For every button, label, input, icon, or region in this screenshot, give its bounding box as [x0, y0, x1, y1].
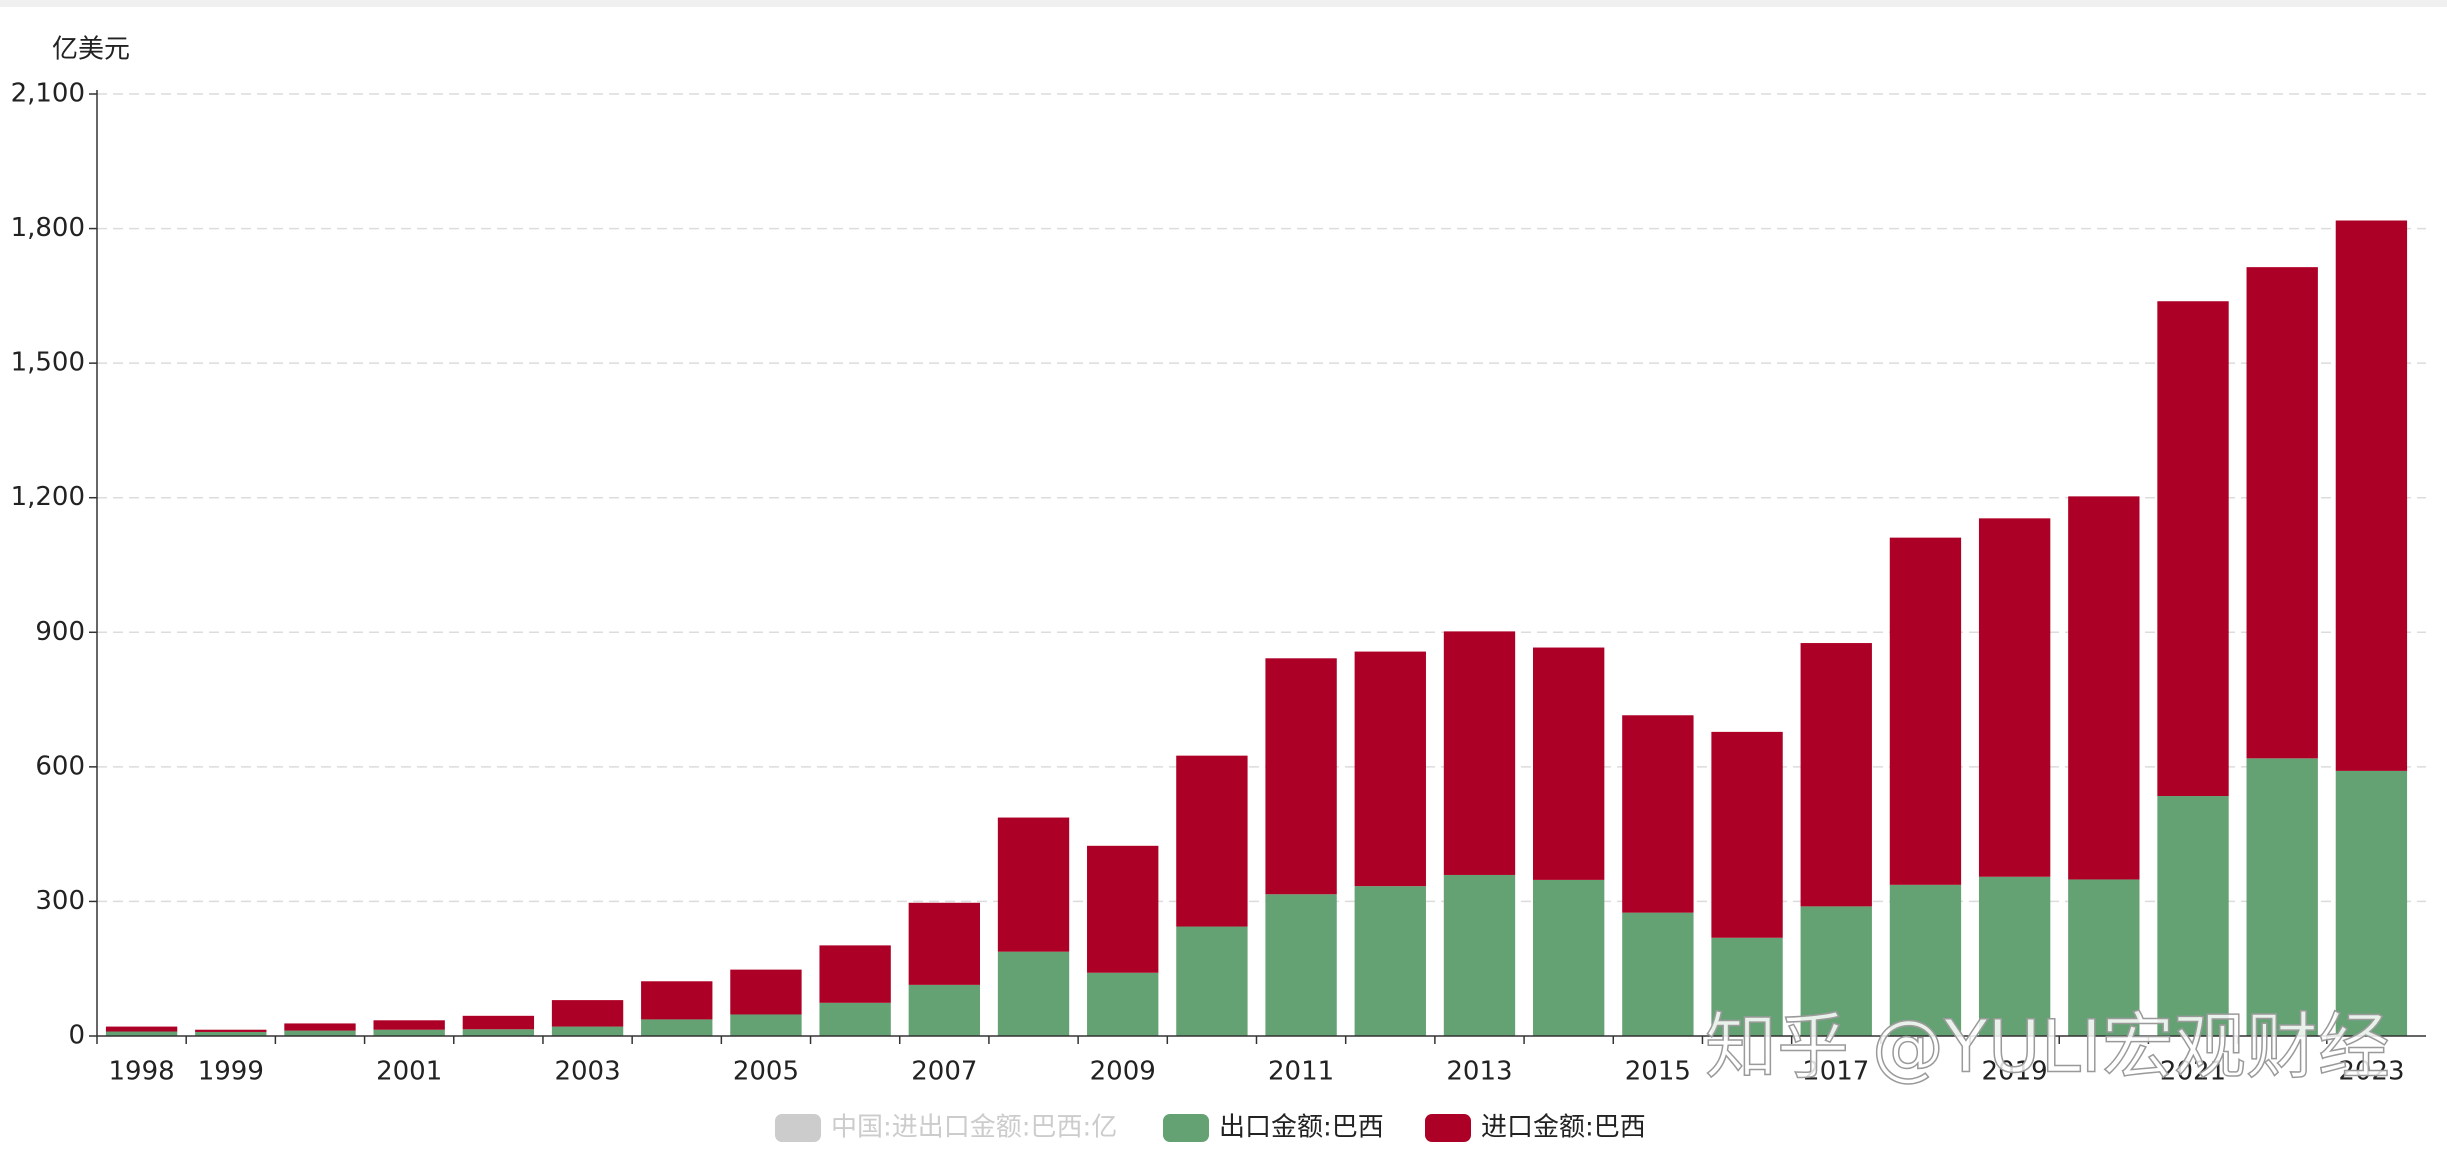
bar-segment [997, 951, 1070, 1036]
bar-segment [1087, 972, 1159, 1036]
bar-segment [1265, 894, 1337, 1036]
bar-segment [1176, 755, 1248, 927]
bar-segment [2068, 879, 2140, 1036]
y-tick-label: 2,100 [11, 79, 85, 109]
legend-label[interactable]: 中国:进出口金额:巴西:亿 [831, 1113, 1117, 1143]
legend-swatch[interactable] [1163, 1114, 1209, 1142]
bar-segment [730, 969, 802, 1015]
x-tick-label: 2003 [554, 1057, 620, 1087]
bar-segment [2246, 267, 2318, 759]
y-axis-label: 亿美元 [52, 35, 130, 65]
y-tick-label: 1,500 [11, 348, 85, 378]
bar-segment [2335, 770, 2408, 1036]
bar-segment [1087, 845, 1159, 973]
bar-segment [462, 1029, 535, 1036]
bar-segment [1889, 537, 1962, 885]
x-tick-label: 2023 [2338, 1057, 2404, 1087]
bar-segment [105, 1031, 178, 1036]
bar-segment [1354, 651, 1426, 887]
y-tick-label: 300 [35, 886, 85, 916]
x-tick-label: 1998 [109, 1057, 175, 1087]
bar-segment [1800, 906, 1872, 1036]
bar-segment [551, 1000, 624, 1027]
y-tick-label: 1,800 [11, 213, 85, 243]
bar-segment [908, 902, 981, 985]
y-tick-label: 600 [35, 751, 85, 781]
bar-segment [2246, 758, 2318, 1036]
y-tick-label: 0 [68, 1021, 85, 1051]
bar-segment [1978, 876, 2051, 1036]
bar-segment [373, 1029, 445, 1036]
bar-segment [1622, 715, 1694, 913]
x-tick-label: 2009 [1090, 1057, 1156, 1087]
bar-segment [1265, 658, 1337, 895]
x-tick-label: 2013 [1446, 1057, 1512, 1087]
bar-segment [2068, 496, 2140, 880]
bar-segment [284, 1030, 356, 1036]
bar-segment [1711, 731, 1783, 938]
bar-segment [2335, 220, 2408, 771]
x-tick-label: 1999 [198, 1057, 264, 1087]
bar-segment [1800, 643, 1872, 907]
bar-segment [997, 817, 1070, 952]
bar-segment [551, 1026, 624, 1036]
bar-segment [2157, 796, 2229, 1036]
bar-segment [641, 1019, 713, 1036]
bar-segment [2157, 301, 2229, 797]
bar-segment [1622, 912, 1694, 1036]
legend-swatch[interactable] [775, 1114, 821, 1142]
x-tick-label: 2011 [1268, 1057, 1334, 1087]
y-tick-label: 1,200 [11, 482, 85, 512]
bar-segment [730, 1014, 802, 1036]
legend-label[interactable]: 进口金额:巴西 [1481, 1113, 1646, 1143]
x-tick-label: 2017 [1803, 1057, 1869, 1087]
bar-segment [284, 1023, 356, 1031]
bar-segment [462, 1015, 535, 1030]
bar-segment [1354, 886, 1426, 1036]
bar-segment [1532, 647, 1605, 880]
y-tick-label: 900 [35, 617, 85, 647]
legend-swatch[interactable] [1425, 1114, 1471, 1142]
bar-segment [819, 1002, 891, 1036]
bar-segment [1443, 874, 1516, 1036]
x-tick-label: 2007 [911, 1057, 977, 1087]
x-tick-label: 2021 [2160, 1057, 2226, 1087]
legend-label[interactable]: 出口金额:巴西 [1219, 1113, 1384, 1143]
x-tick-label: 2001 [376, 1057, 442, 1087]
bar-segment [195, 1029, 267, 1032]
x-tick-label: 2019 [1982, 1057, 2048, 1087]
x-tick-label: 2005 [733, 1057, 799, 1087]
bar-segment [105, 1026, 178, 1032]
top-bar [0, 0, 2447, 7]
bar-segment [195, 1031, 267, 1036]
bar-segment [1176, 926, 1248, 1036]
bar-segment [641, 981, 713, 1020]
bar-segment [373, 1020, 445, 1030]
bar-segment [1889, 884, 1962, 1036]
bar-segment [1443, 631, 1516, 875]
bar-segment [908, 984, 981, 1036]
bar-segment [1711, 937, 1783, 1036]
x-tick-label: 2015 [1625, 1057, 1691, 1087]
watermark: 知乎 @YULI宏观财经 [1705, 1005, 2390, 1089]
bar-segment [819, 945, 891, 1003]
bar-segment [1532, 879, 1605, 1036]
bar-segment [1978, 518, 2051, 877]
